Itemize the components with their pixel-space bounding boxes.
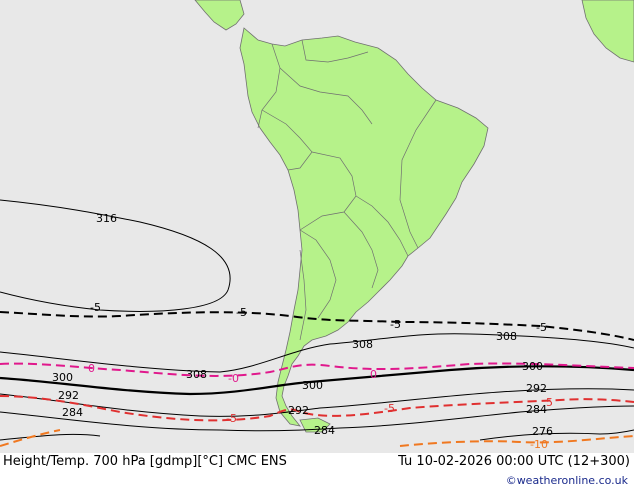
weather-map: 316 308 308 308 300 300 300 292 292 292 …	[0, 0, 634, 453]
isotherm-minus10-orange	[0, 429, 634, 447]
temp-label: 5	[546, 396, 553, 409]
land-layer	[194, 0, 634, 433]
temp-label: -5	[384, 402, 395, 415]
isotherm-minus5-black	[0, 311, 634, 341]
central-america-land	[194, 0, 245, 31]
country-borders	[257, 39, 437, 341]
height-label: 300	[522, 360, 543, 373]
temp-label: -5	[536, 321, 547, 334]
height-label: 308	[352, 338, 373, 351]
height-label: 300	[52, 371, 73, 384]
temperature-isotherms	[0, 311, 634, 447]
height-label: 284	[62, 406, 83, 419]
credit-link[interactable]: ©weatheronline.co.uk	[505, 474, 628, 487]
contour-300	[0, 365, 634, 396]
temp-label: -5	[236, 306, 247, 319]
height-contours	[0, 199, 634, 441]
temp-label: -5	[390, 318, 401, 331]
temp-label: 0	[88, 362, 95, 375]
height-label: 292	[526, 382, 547, 395]
temp-label: -0	[228, 372, 239, 385]
temp-label: -5	[226, 412, 237, 425]
height-label: 300	[302, 379, 323, 392]
height-label: 292	[58, 389, 79, 402]
map-footer: Height/Temp. 700 hPa [gdmp][°C] CMC ENS …	[0, 453, 634, 490]
contour-284	[0, 405, 634, 432]
map-title: Height/Temp. 700 hPa [gdmp][°C] CMC ENS	[3, 454, 287, 469]
height-label-group: 316 308 308 308 300 300 300 292 292 292 …	[52, 212, 553, 438]
temp-label: 0	[370, 368, 377, 381]
height-label: 292	[288, 404, 309, 417]
height-label: 284	[314, 424, 335, 437]
contour-292	[0, 388, 634, 417]
height-label: 316	[96, 212, 117, 225]
height-label: 308	[186, 368, 207, 381]
temp-label: -10	[530, 438, 548, 451]
contour-316	[0, 199, 231, 312]
south-america-land	[239, 27, 489, 427]
height-label: 284	[526, 403, 547, 416]
height-label: 276	[532, 425, 553, 438]
forecast-time: Tu 10-02-2026 00:00 UTC (12+300)	[398, 454, 630, 469]
africa-land	[581, 0, 634, 63]
height-label: 308	[496, 330, 517, 343]
temp-label: -5	[90, 301, 101, 314]
contour-308	[0, 333, 634, 373]
isotherm-0-magenta	[0, 362, 634, 377]
temp-label-group: -5 -5 -5 -5 0 -0 0 -5 -5 5 -10	[88, 301, 553, 451]
contour-276	[0, 429, 634, 441]
isotherm-minus5-red	[0, 395, 634, 422]
